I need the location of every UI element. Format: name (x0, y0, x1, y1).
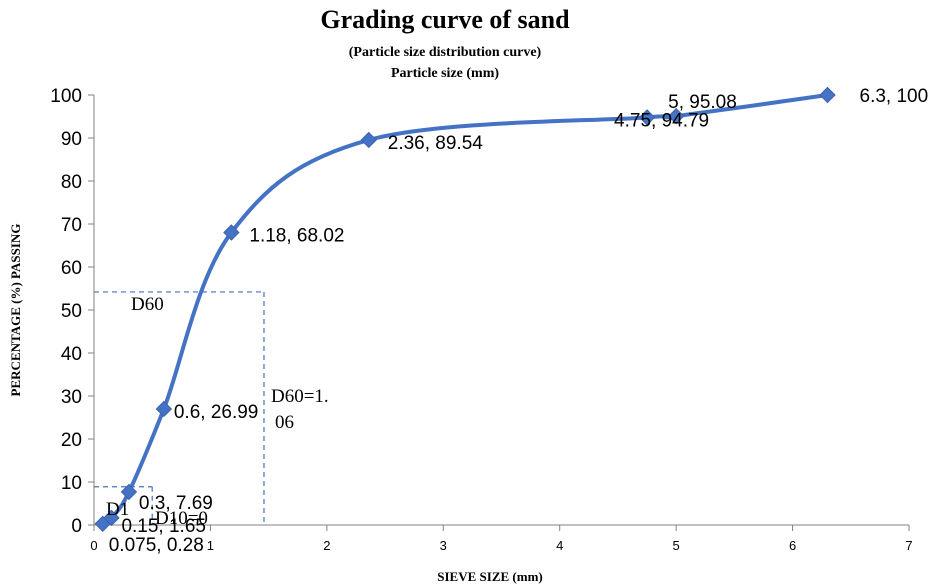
data-label: 0.075, 0.28 (109, 535, 204, 556)
y-tick-label: 70 (61, 215, 82, 236)
d60-label: D60 (131, 294, 164, 315)
data-label: 1.18, 68.02 (249, 226, 344, 247)
data-label: 0.6, 26.99 (174, 402, 259, 423)
data-point-marker (819, 86, 836, 104)
data-point-marker (103, 509, 120, 527)
d10-value: D10=0 (155, 508, 208, 529)
series-curve (101, 93, 828, 526)
y-tick-label: 10 (61, 473, 82, 494)
data-point-marker (638, 109, 656, 126)
x-tick-label: 7 (905, 538, 912, 553)
y-tick-label: 90 (61, 129, 82, 150)
x-tick-label: 5 (673, 538, 680, 553)
y-tick-label: 50 (61, 301, 82, 322)
data-point-marker (155, 400, 173, 418)
data-point-marker (667, 107, 685, 125)
chart-subtitle: (Particle size distribution curve) (349, 45, 542, 60)
y-tick-label: 20 (61, 430, 82, 451)
x-tick-label: 1 (207, 538, 214, 553)
data-point-marker (223, 224, 240, 241)
x-axis-title: SIEVE SIZE (mm) (437, 569, 542, 584)
data-label: 0.3, 7.69 (139, 493, 213, 514)
data-point-marker (120, 483, 138, 501)
x-tick-label: 3 (440, 538, 447, 553)
chart-subtitle-2: Particle size (mm) (391, 66, 499, 81)
x-tick-label: 2 (323, 538, 330, 553)
data-label: 2.36, 89.54 (388, 133, 484, 154)
y-tick-label: 40 (61, 344, 82, 365)
data-point-marker (360, 131, 377, 149)
y-tick-label: 100 (50, 86, 82, 107)
axes: 0 10 20 30 40 50 60 70 80 90 100 0 1 2 3 4 5 6 7 (50, 86, 912, 553)
d60-value-line1: D60=1. (271, 386, 329, 407)
data-label: 4.75, 94.79 (614, 110, 709, 131)
grading-curve-line (101, 93, 828, 526)
y-tick-label: 60 (61, 258, 82, 279)
d60-value-line2: 06 (275, 412, 294, 433)
d10-label: D1 (106, 499, 129, 520)
y-tick-label: 30 (61, 387, 82, 408)
data-label: 6.3, 100 (860, 86, 929, 107)
x-tick-label: 6 (789, 538, 796, 553)
x-tick-label: 0 (90, 538, 97, 553)
series-points (94, 86, 836, 533)
y-tick-label: 80 (61, 172, 82, 193)
y-tick-label: 0 (71, 516, 82, 537)
data-labels: 0.075, 0.280.15, 1.650.3, 7.69 0.6, 26.99… (109, 86, 928, 556)
data-label: 5, 95.08 (668, 92, 737, 113)
data-label: 0.15, 1.65 (121, 516, 206, 537)
y-axis-title: PERCENTAGE (%) PASSING (8, 224, 23, 397)
x-tick-label: 4 (556, 538, 563, 553)
guide-lines (94, 291, 265, 525)
chart-title: Grading curve of sand (320, 5, 570, 34)
